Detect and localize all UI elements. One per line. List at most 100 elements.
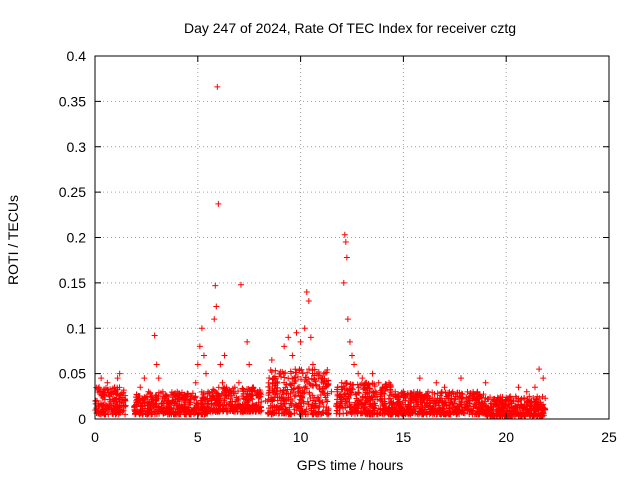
data-point (379, 410, 386, 417)
x-axis-label: GPS time / hours (297, 457, 404, 473)
data-point (530, 394, 537, 401)
data-point (164, 400, 171, 407)
data-point (280, 391, 287, 398)
data-point (116, 370, 123, 377)
data-point (312, 398, 319, 405)
data-point (244, 338, 251, 345)
data-point (219, 379, 226, 386)
data-point (293, 329, 300, 336)
data-point (214, 83, 221, 90)
data-point (344, 316, 351, 323)
data-point (342, 395, 349, 402)
data-point (362, 400, 369, 407)
data-point (148, 409, 155, 416)
data-point (419, 402, 426, 409)
data-point (467, 406, 474, 413)
data-point (298, 403, 305, 410)
data-point (223, 384, 230, 391)
data-point (287, 368, 294, 375)
data-point (282, 387, 289, 394)
data-point (213, 303, 220, 310)
data-point (411, 404, 418, 411)
data-point (278, 373, 285, 380)
data-point (212, 408, 219, 415)
data-point (240, 395, 247, 402)
data-point (523, 402, 530, 409)
data-point (355, 384, 362, 391)
data-point (351, 361, 358, 368)
data-point (470, 390, 477, 397)
data-point (98, 375, 105, 382)
grid-lines (95, 56, 609, 419)
data-point (244, 399, 251, 406)
data-point (294, 373, 301, 380)
data-point (235, 388, 242, 395)
data-point (347, 385, 354, 392)
data-point (159, 388, 166, 395)
data-point (454, 409, 461, 416)
data-point (532, 407, 539, 414)
data-point (354, 401, 361, 408)
data-point (451, 396, 458, 403)
data-point (209, 388, 216, 395)
y-tick-label: 0.15 (59, 275, 86, 291)
data-point (445, 410, 452, 417)
y-tick-label: 0.2 (67, 230, 87, 246)
data-point (100, 401, 107, 408)
data-point (256, 408, 263, 415)
data-point (539, 393, 546, 400)
data-point (247, 407, 254, 414)
data-point (318, 379, 325, 386)
data-point (476, 408, 483, 415)
data-point (196, 343, 203, 350)
data-point (234, 408, 241, 415)
data-point (95, 385, 102, 392)
data-point (306, 391, 313, 398)
data-point (299, 394, 306, 401)
data-point (145, 400, 152, 407)
data-point (301, 325, 308, 332)
data-point (386, 392, 393, 399)
data-point (365, 408, 372, 415)
data-point (136, 395, 143, 402)
data-point (405, 407, 412, 414)
data-point (132, 411, 139, 418)
data-point (461, 398, 468, 405)
data-point (273, 410, 280, 417)
data-point (337, 403, 344, 410)
data-point (217, 396, 224, 403)
data-point (262, 397, 269, 404)
data-point (521, 411, 528, 418)
data-point (408, 393, 415, 400)
data-point (527, 399, 534, 406)
data-point (381, 396, 388, 403)
data-point (498, 409, 505, 416)
data-point (204, 402, 211, 409)
data-point (392, 405, 399, 412)
data-point (312, 404, 319, 411)
data-point (199, 403, 206, 410)
data-point (302, 383, 309, 390)
data-point (346, 404, 353, 411)
data-point (215, 403, 222, 410)
data-point (281, 410, 288, 417)
data-point (337, 394, 344, 401)
data-point (273, 407, 280, 414)
data-point (182, 407, 189, 414)
data-point (508, 400, 515, 407)
x-tick-label: 10 (293, 429, 309, 445)
data-point (104, 379, 111, 386)
data-point (210, 393, 217, 400)
data-point (324, 398, 331, 405)
data-point (268, 357, 275, 364)
data-point (207, 404, 214, 411)
data-point (425, 388, 432, 395)
data-point (311, 409, 318, 416)
data-point (446, 407, 453, 414)
data-point (204, 409, 211, 416)
data-point (437, 410, 444, 417)
data-point (504, 396, 511, 403)
data-point (323, 409, 330, 416)
data-point (361, 385, 368, 392)
data-point (452, 395, 459, 402)
